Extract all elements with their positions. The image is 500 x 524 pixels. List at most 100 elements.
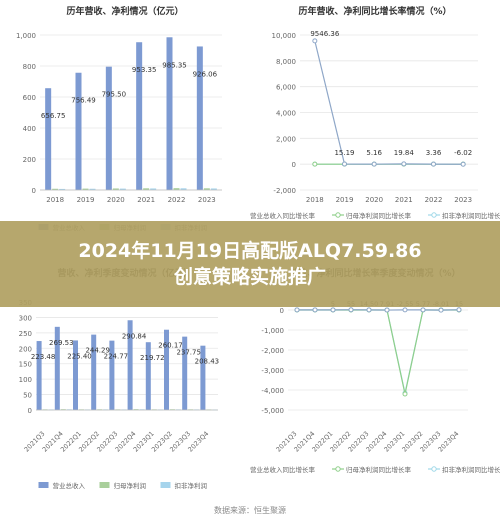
legend-label: 营业总收入 — [53, 481, 86, 490]
x-tick-label: 2023 — [454, 196, 472, 204]
y-tick-label: 0 — [280, 307, 284, 315]
series-line — [297, 309, 459, 394]
legend-label: 归母净利润 — [114, 481, 147, 490]
data-label: 269.53 — [49, 339, 74, 347]
data-label: 260.17 — [158, 342, 183, 350]
data-label: 5.16 — [366, 149, 382, 157]
y-tick-label: 4,000 — [276, 110, 296, 118]
point — [330, 307, 336, 313]
y-tick-label: -1,000 — [261, 327, 284, 335]
y-tick-label: 800 — [23, 63, 36, 71]
x-tick-label: 2020 — [365, 196, 383, 204]
point — [384, 307, 390, 313]
y-tick-label: 200 — [19, 345, 32, 353]
data-label: 656.75 — [41, 112, 66, 120]
y-tick-label: 250 — [19, 330, 32, 338]
bar — [73, 340, 78, 410]
data-label: 985.35 — [162, 61, 187, 69]
legend-label: 归母净利润同比增长率 — [346, 465, 412, 474]
data-label: 224.77 — [104, 353, 129, 361]
bar — [180, 188, 187, 190]
data-source-note: 数据来源：恒生聚源 — [214, 506, 286, 515]
point — [401, 161, 407, 167]
bar — [75, 72, 82, 190]
data-label: 219.72 — [140, 354, 165, 362]
x-tick-label: 2020 — [107, 196, 125, 204]
point — [431, 161, 436, 167]
legend-marker — [431, 212, 437, 218]
legend-swatch — [160, 482, 171, 488]
legend-marker — [335, 212, 341, 218]
bar — [143, 188, 150, 190]
x-tick-label: 2018 — [46, 196, 64, 204]
overlay-title-line-1: 2024年11月19日高配版ALQ7.59.86 — [78, 240, 422, 262]
y-tick-label: 10,000 — [272, 32, 297, 40]
data-label: 15.19 — [334, 149, 354, 157]
bar — [36, 341, 42, 410]
point — [420, 307, 426, 313]
annual-growth-rate-svg: 历年营收、净利同比增长率情况（%） 10,000 8,000 6,000 4,000 2,… — [250, 5, 500, 220]
bar — [203, 188, 210, 190]
data-label: 9546.36 — [310, 30, 339, 38]
y-tick-label: 600 — [23, 94, 36, 102]
x-tick-label: 2023 — [198, 196, 216, 204]
x-tick-label: 2022 — [425, 196, 443, 204]
bar — [182, 336, 188, 410]
series-line — [314, 40, 464, 165]
legend-label: 扣非净利润同比增长率 — [442, 465, 500, 474]
chart-title: 历年营收、净利同比增长率情况（%） — [298, 5, 451, 17]
point — [402, 391, 408, 397]
data-label: 223.48 — [31, 353, 56, 361]
y-tick-label: 200 — [23, 156, 36, 164]
data-label: 19.84 — [394, 149, 415, 157]
legend-marker — [431, 466, 437, 472]
point — [312, 38, 318, 44]
overlay-banner: 2024年11月19日高配版ALQ7.59.86 创意策略实施推广 — [0, 221, 500, 307]
data-label: 926.06 — [193, 70, 218, 78]
point — [348, 307, 354, 313]
data-label: 225.40 — [67, 352, 92, 360]
y-tick-label: 300 — [19, 314, 32, 322]
bar — [150, 188, 157, 190]
point — [456, 307, 462, 313]
data-label: 290.84 — [122, 332, 147, 340]
legend-label: 归母净利润同比增长率 — [346, 211, 412, 220]
y-tick-label: 0 — [28, 407, 32, 415]
data-label: -6.02 — [454, 149, 472, 157]
x-tick-label: 2022 — [168, 196, 186, 204]
point — [312, 161, 318, 167]
y-tick-label: 0 — [292, 161, 296, 169]
bar — [173, 188, 180, 190]
bar — [210, 188, 217, 190]
bar — [166, 37, 173, 190]
y-tick-label: -2,000 — [261, 347, 284, 355]
x-tick-label: 2021 — [137, 196, 155, 204]
bar — [145, 342, 151, 410]
point — [366, 307, 372, 313]
chart-annual-growth-rate: 历年营收、净利同比增长率情况（%） 10,000 8,000 6,000 4,000 2,… — [250, 0, 500, 262]
y-tick-label: 1,000 — [16, 32, 36, 40]
point — [294, 307, 300, 313]
y-tick-label: 100 — [19, 376, 32, 384]
x-tick-label: 2021 — [395, 196, 413, 204]
legend-label: 营业总收入同比增长率 — [250, 465, 316, 474]
data-label: 244.29 — [85, 347, 110, 355]
legend-label: 营业总收入同比增长率 — [250, 211, 316, 220]
data-label: 953.35 — [132, 66, 157, 74]
x-tick-label: 2019 — [77, 196, 95, 204]
bar — [45, 88, 52, 190]
y-tick-label: -5,000 — [261, 407, 284, 415]
y-tick-label: 2,000 — [276, 135, 296, 143]
overlay-title-line-2: 创意策略实施推广 — [173, 266, 326, 288]
bar — [196, 46, 203, 191]
x-tick-label: 2018 — [306, 196, 324, 204]
y-tick-label: 0 — [32, 187, 36, 195]
y-tick-label: 6,000 — [276, 84, 296, 92]
data-label: 208.43 — [195, 358, 220, 366]
point — [438, 307, 444, 313]
bar — [54, 326, 60, 410]
y-tick-label: 50 — [23, 392, 32, 400]
chart-title: 历年营收、净利情况（亿元） — [66, 5, 183, 17]
bar — [82, 188, 89, 190]
bar — [136, 42, 143, 191]
